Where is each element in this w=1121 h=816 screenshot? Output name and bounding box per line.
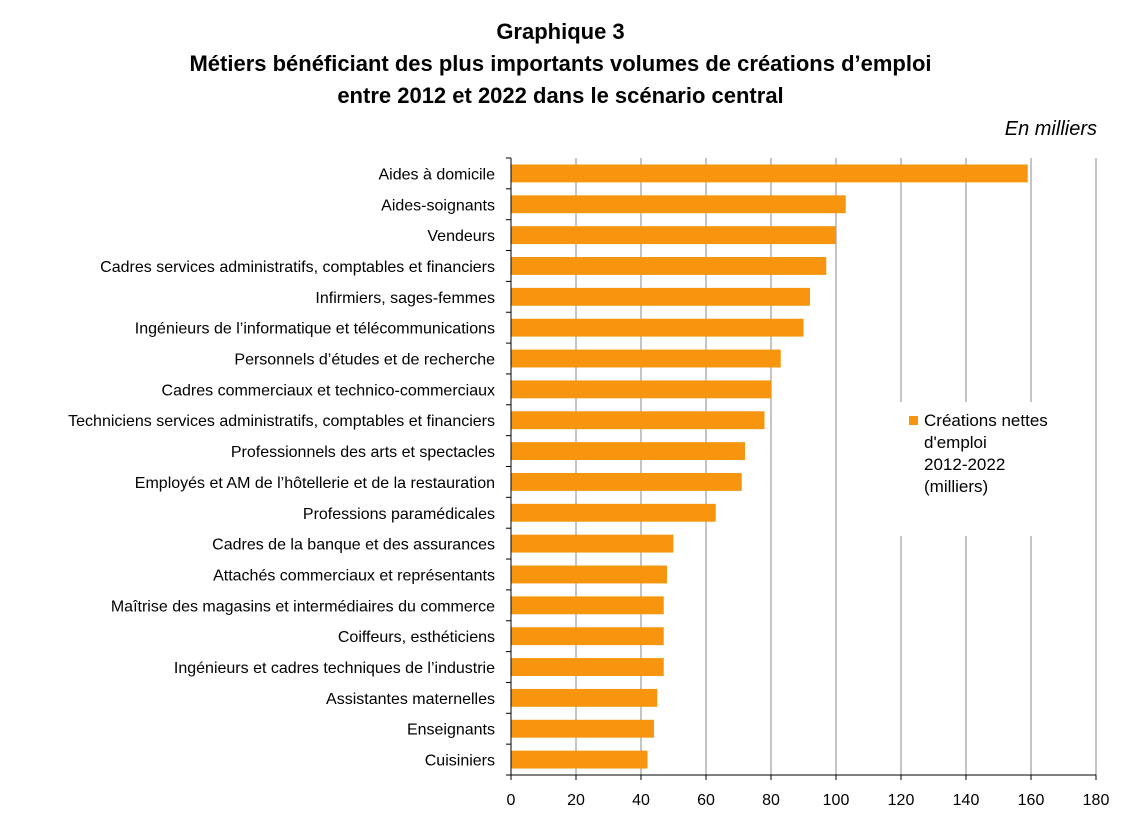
category-label: Maîtrise des magasins et intermédiaires … bbox=[111, 598, 495, 615]
bar bbox=[511, 195, 846, 214]
bar bbox=[511, 287, 810, 306]
category-label: Attachés commerciaux et représentants bbox=[213, 567, 495, 584]
x-tick-label: 80 bbox=[762, 792, 780, 809]
category-label: Professionnels des arts et spectacles bbox=[231, 444, 495, 461]
category-label: Vendeurs bbox=[427, 228, 495, 245]
category-labels: Aides à domicile Aides-soignants Vendeurs C… bbox=[68, 166, 495, 769]
category-label: Ingénieurs de l’informatique et télécomm… bbox=[135, 321, 495, 338]
x-tick-label: 120 bbox=[888, 792, 915, 809]
title-line-1: Graphique 3 bbox=[496, 19, 625, 44]
x-tick-label: 180 bbox=[1083, 792, 1110, 809]
bar bbox=[511, 503, 716, 522]
bar bbox=[511, 318, 804, 337]
category-label: Cadres commerciaux et technico-commercia… bbox=[162, 382, 495, 399]
chart-title: Graphique 3 Métiers bénéficiant des plus… bbox=[0, 16, 1121, 112]
category-label: Infirmiers, sages-femmes bbox=[315, 290, 495, 307]
category-label: Aides à domicile bbox=[379, 166, 496, 183]
x-tick-label: 20 bbox=[567, 792, 585, 809]
unit-label: En milliers bbox=[1004, 118, 1097, 140]
bar bbox=[511, 164, 1028, 183]
title-line-3: entre 2012 et 2022 dans le scénario cent… bbox=[337, 83, 784, 108]
legend-label: d'emploi bbox=[924, 433, 987, 452]
x-tick-label: 60 bbox=[697, 792, 715, 809]
category-label: Personnels d’études et de recherche bbox=[234, 352, 495, 369]
legend-swatch bbox=[909, 416, 918, 425]
category-label: Ingénieurs et cadres techniques de l’ind… bbox=[174, 660, 495, 677]
x-tick-labels: 0 20 40 60 80 100 120 140 160 180 bbox=[507, 792, 1110, 809]
bar bbox=[511, 411, 765, 430]
x-tick-label: 0 bbox=[507, 792, 516, 809]
bar bbox=[511, 442, 745, 461]
bar bbox=[511, 226, 836, 245]
legend-label: (milliers) bbox=[924, 477, 988, 496]
x-tick-label: 100 bbox=[823, 792, 850, 809]
bar bbox=[511, 380, 771, 399]
bar bbox=[511, 627, 664, 646]
bar bbox=[511, 349, 781, 368]
bar bbox=[511, 688, 658, 707]
category-label: Assistantes maternelles bbox=[326, 691, 495, 708]
category-label: Aides-soignants bbox=[381, 197, 495, 214]
bar bbox=[511, 257, 827, 275]
legend-label: Créations nettes bbox=[924, 411, 1048, 430]
bar bbox=[511, 750, 648, 769]
category-label: Professions paramédicales bbox=[303, 506, 495, 523]
category-label: Cadres de la banque et des assurances bbox=[212, 537, 495, 554]
legend-background bbox=[892, 402, 1088, 536]
x-tick-label: 40 bbox=[632, 792, 650, 809]
category-label: Coiffeurs, esthéticiens bbox=[338, 629, 495, 646]
axes bbox=[506, 157, 1097, 780]
category-label: Employés et AM de l’hôtellerie et de la … bbox=[135, 475, 495, 492]
x-tick-label: 160 bbox=[1018, 792, 1045, 809]
bars bbox=[511, 164, 1028, 769]
title-line-2: Métiers bénéficiant des plus importants … bbox=[189, 51, 932, 76]
bar bbox=[511, 596, 664, 615]
legend-label: 2012-2022 bbox=[924, 455, 1005, 474]
category-label: Cadres services administratifs, comptabl… bbox=[100, 259, 495, 276]
bar bbox=[511, 565, 667, 584]
category-label: Techniciens services administratifs, com… bbox=[68, 413, 495, 430]
bar bbox=[511, 719, 654, 738]
bar bbox=[511, 658, 664, 676]
bar bbox=[511, 472, 742, 491]
category-label: Enseignants bbox=[407, 722, 495, 739]
x-tick-label: 140 bbox=[953, 792, 980, 809]
bar bbox=[511, 534, 674, 553]
category-label: Cuisiniers bbox=[425, 753, 495, 770]
legend: Créations nettes d'emploi 2012-2022 (millie… bbox=[909, 411, 1048, 496]
